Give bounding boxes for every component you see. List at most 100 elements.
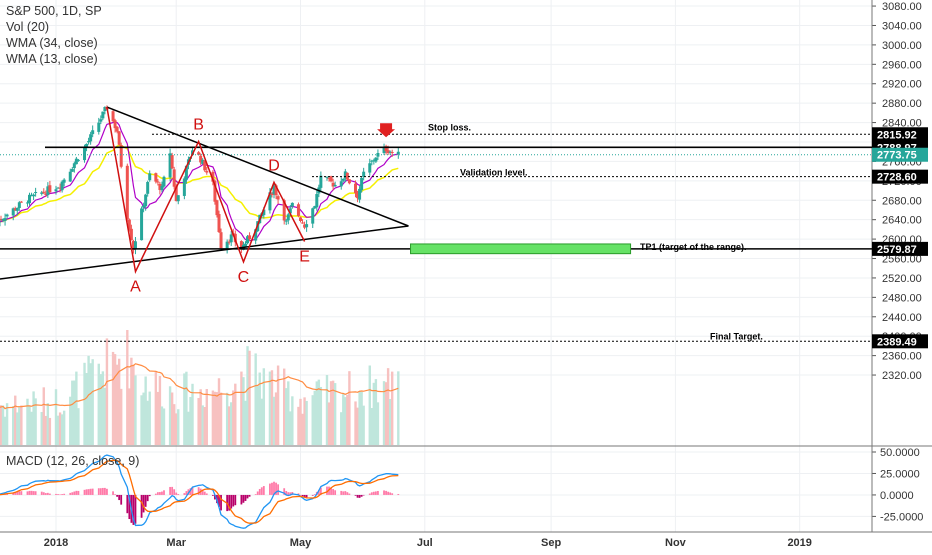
candle-body xyxy=(285,221,288,222)
volume-bar xyxy=(206,389,208,445)
price-tick-label: 2880.00 xyxy=(882,98,922,110)
volume-bar xyxy=(134,375,136,445)
macd-histogram-bar xyxy=(78,491,80,495)
candle-body xyxy=(230,234,233,242)
wma13-legend[interactable]: WMA (13, close) xyxy=(6,52,98,66)
macd-histogram-bar xyxy=(177,494,179,495)
candle-body xyxy=(154,173,157,181)
macd-histogram-bar xyxy=(259,489,261,495)
macd-histogram-bar xyxy=(27,491,29,495)
candle-body xyxy=(362,172,365,177)
macd-histogram-bar xyxy=(118,495,120,500)
price-tag-label-final-target: 2389.49 xyxy=(877,336,917,348)
candle-body xyxy=(140,208,143,240)
volume-legend[interactable]: Vol (20) xyxy=(6,20,49,34)
macd-histogram-bar xyxy=(269,484,271,495)
candle-body xyxy=(116,127,119,132)
macd-tick-label: 50.0000 xyxy=(880,447,920,459)
candle-body xyxy=(34,192,37,193)
macd-legend[interactable]: MACD (12, 26, close, 9) xyxy=(6,454,139,468)
candle-body xyxy=(301,223,304,224)
macd-histogram-bar xyxy=(344,491,346,495)
macd-histogram-bar xyxy=(175,493,177,495)
macd-histogram-bar xyxy=(171,487,173,495)
macd-histogram-bar xyxy=(88,489,90,495)
macd-histogram-bar xyxy=(126,495,128,513)
macd-histogram-bar xyxy=(234,495,236,505)
macd-histogram-bar xyxy=(141,495,143,518)
macd-histogram-bar xyxy=(255,494,257,495)
macd-histogram-bar xyxy=(371,492,373,495)
candle-body xyxy=(162,177,165,187)
macd-histogram-bar xyxy=(61,494,63,495)
macd-histogram-bar xyxy=(84,490,86,495)
price-tick-label: 2360.00 xyxy=(882,351,922,363)
volume-bar xyxy=(362,406,364,445)
macd-histogram-bar xyxy=(245,495,247,501)
candle-body xyxy=(342,179,345,181)
price-tick-label: 3000.00 xyxy=(882,40,922,52)
candle-body xyxy=(42,192,45,193)
pattern-label-d: D xyxy=(268,157,280,174)
macd-histogram-bar xyxy=(232,495,234,507)
macd-histogram-bar xyxy=(161,492,163,495)
price-tick-label: 3080.00 xyxy=(882,1,922,13)
candle-body xyxy=(18,202,21,208)
volume-bar xyxy=(120,389,122,445)
candle-body xyxy=(315,194,318,207)
volume-bar xyxy=(149,392,151,445)
price-tick-label: 2440.00 xyxy=(882,312,922,324)
candle-body xyxy=(358,189,361,200)
macd-histogram-bar xyxy=(375,491,377,495)
candle-body xyxy=(69,172,72,182)
macd-histogram-bar xyxy=(373,492,375,495)
price-tick-label: 2520.00 xyxy=(882,273,922,285)
macd-histogram-bar xyxy=(57,494,59,495)
volume-bar xyxy=(177,409,179,445)
time-tick-label: Jul xyxy=(417,537,433,549)
candle-body xyxy=(32,195,35,197)
volume-bar xyxy=(20,405,22,445)
volume-bar xyxy=(6,403,8,445)
stop-loss-label: Stop loss. xyxy=(428,122,471,132)
macd-histogram-bar xyxy=(389,492,391,494)
volume-bar xyxy=(220,393,222,445)
macd-histogram-bar xyxy=(314,494,316,495)
macd-histogram-bar xyxy=(33,491,35,495)
macd-histogram-bar xyxy=(106,489,108,495)
macd-histogram-bar xyxy=(100,488,102,495)
candle-body xyxy=(144,195,147,207)
wma34-legend[interactable]: WMA (34, close) xyxy=(6,36,98,50)
macd-histogram-bar xyxy=(355,495,357,496)
pattern-label-e: E xyxy=(299,249,310,266)
candle-body xyxy=(160,186,163,190)
macd-histogram-bar xyxy=(302,495,304,496)
candle-body xyxy=(368,163,371,172)
candle-body xyxy=(20,202,23,203)
macd-histogram-bar xyxy=(112,491,114,495)
time-tick-label: 2018 xyxy=(44,537,68,549)
macd-histogram-bar xyxy=(102,488,104,495)
macd-tick-label: -25.0000 xyxy=(880,511,923,523)
macd-tick-label: 0.0000 xyxy=(880,490,914,502)
macd-histogram-bar xyxy=(277,484,279,495)
candle-body xyxy=(55,189,58,191)
final-target-label: Final Target. xyxy=(710,331,763,341)
macd-histogram-bar xyxy=(261,487,263,495)
candle-body xyxy=(148,173,151,180)
tp1-target-zone xyxy=(411,244,631,254)
macd-histogram-bar xyxy=(157,492,159,495)
macd-histogram-bar xyxy=(55,494,57,495)
symbol-legend[interactable]: S&P 500, 1D, SP xyxy=(6,4,102,18)
macd-histogram-bar xyxy=(263,486,265,495)
candle-body xyxy=(173,169,176,186)
macd-histogram-bar xyxy=(342,491,344,495)
macd-histogram-bar xyxy=(98,488,100,495)
macd-histogram-bar xyxy=(257,491,259,494)
candle-body xyxy=(248,235,251,239)
macd-histogram-bar xyxy=(387,492,389,495)
macd-histogram-bar xyxy=(145,495,147,507)
candle-body xyxy=(205,171,208,172)
